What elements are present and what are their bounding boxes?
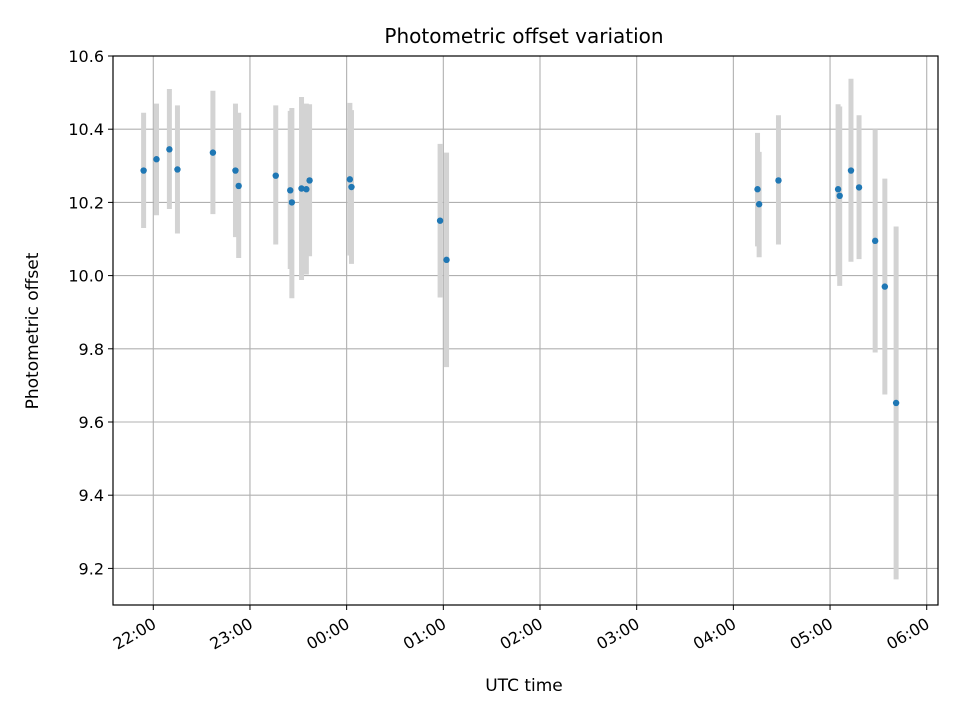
x-axis-title: UTC time [485, 676, 563, 696]
data-point [871, 237, 879, 245]
x-tick-label: 02:00 [497, 614, 546, 654]
data-point [288, 199, 296, 206]
y-tick-label: 9.8 [79, 340, 104, 359]
data-point [346, 176, 354, 183]
y-tick-label: 9.4 [79, 486, 104, 505]
y-tick-label: 9.6 [79, 413, 104, 432]
y-axis-title: Photometric offset [23, 252, 43, 409]
x-tick-layer: 22:00 23:00 00:00 01:00 02:00 03:00 04:00 05:00… [110, 605, 933, 654]
data-point [209, 149, 217, 156]
y-tick-layer: 9.2 9.4 9.6 9.8 10.0 10.2 10.4 10.6 [68, 47, 113, 578]
data-point [775, 177, 782, 184]
data-point [881, 283, 889, 290]
y-tick-label: 10.6 [68, 47, 104, 66]
data-point [140, 167, 147, 174]
y-tick-label: 10.4 [68, 120, 104, 139]
data-point [174, 166, 181, 173]
y-tick-label: 9.2 [79, 559, 104, 578]
x-tick-label: 06:00 [883, 614, 932, 654]
x-tick-label: 04:00 [690, 614, 739, 654]
data-point [348, 183, 355, 191]
data-point [443, 256, 450, 264]
data-point [436, 217, 444, 224]
plot-frame [112, 55, 939, 606]
data-point [834, 186, 842, 193]
data-point [755, 201, 763, 208]
data-point [892, 399, 900, 407]
chart-title: Photometric offset variation [384, 24, 663, 48]
x-tick-label: 23:00 [207, 614, 256, 654]
x-tick-label: 05:00 [787, 614, 836, 654]
data-point [272, 172, 279, 179]
data-point [855, 184, 863, 191]
errorbar-layer [141, 78, 899, 580]
data-point [303, 186, 310, 193]
x-tick-label: 22:00 [110, 614, 159, 654]
data-point [287, 187, 294, 194]
data-point [166, 146, 173, 153]
data-point [836, 192, 843, 200]
point-layer [140, 146, 900, 407]
data-point [847, 167, 855, 174]
y-tick-label: 10.0 [68, 267, 104, 286]
x-tick-label: 00:00 [303, 614, 352, 654]
x-tick-label: 01:00 [400, 614, 449, 654]
data-point [298, 185, 305, 192]
x-tick-label: 03:00 [593, 614, 642, 654]
data-point [306, 177, 313, 184]
data-point [232, 167, 239, 174]
data-point [754, 186, 761, 193]
data-point [153, 156, 160, 163]
y-tick-label: 10.2 [68, 193, 104, 212]
data-point [235, 182, 242, 190]
